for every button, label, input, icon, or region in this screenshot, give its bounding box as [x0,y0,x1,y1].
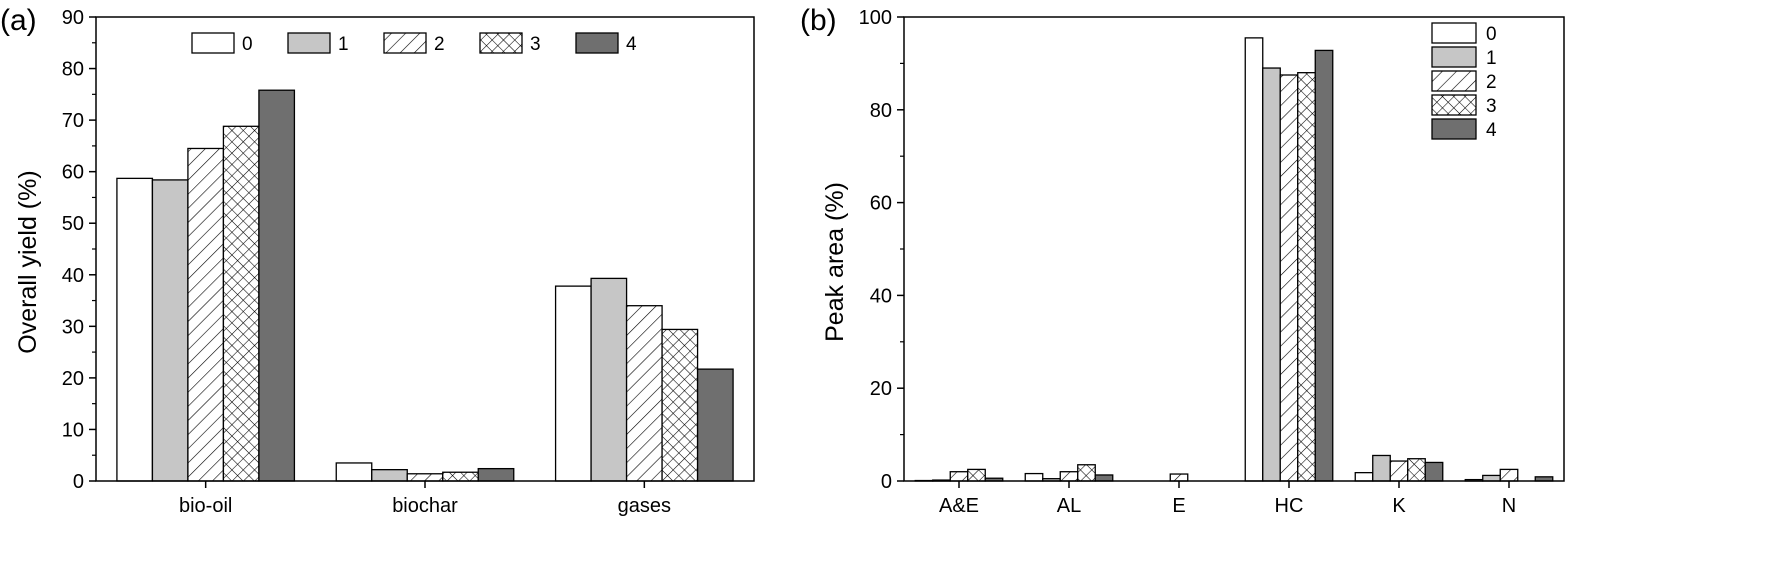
bar-bio-oil-series-4 [258,89,296,482]
legend-label-3: 3 [1486,96,1497,117]
bar-gases-series-0 [554,285,592,482]
bar-hc-series-1 [1262,67,1281,482]
y-tick-label: 40 [62,265,84,287]
y-tick-label: 20 [62,368,84,390]
y-tick-label: 10 [62,419,84,441]
y-tick-label: 70 [62,110,84,132]
bar-k-series-1 [1372,454,1391,482]
legend-label-4: 4 [626,34,637,55]
y-tick-label: 100 [859,7,892,29]
bar-a-e-series-2 [949,471,969,482]
bar-al-series-0 [1024,472,1044,482]
bar-hc-series-4 [1314,49,1334,482]
y-tick-label: 0 [73,471,84,493]
bar-bio-oil-series-1 [151,179,189,482]
chart-b-peak-area: (b) Peak area (%) 0 1 2 3 4 0 20 40 60 80 100 A&E… [800,4,1565,517]
legend-swatch-2 [383,32,427,54]
legend-label-0: 0 [1486,24,1497,45]
bar-n-series-1 [1482,474,1501,482]
y-tick-label: 20 [870,378,892,400]
bar-n-series-2 [1499,468,1519,482]
legend-label-4: 4 [1486,120,1497,141]
legend-swatch-3 [1431,94,1477,116]
legend-swatch-2 [1431,70,1477,92]
y-tick-label: 90 [62,7,84,29]
x-tick-label: bio-oil [179,495,232,517]
x-tick-label: E [1172,495,1185,517]
bar-hc-series-3 [1297,72,1316,482]
bar-gases-series-3 [661,328,699,482]
legend-label-0: 0 [242,34,253,55]
bar-a-e-series-3 [967,468,986,482]
y-axis-title-b: Peak area (%) [821,182,849,342]
x-axis-b: A&E AL E HC K N [939,481,1516,517]
x-tick-label: gases [618,495,671,517]
y-axis-b: 0 20 40 60 80 100 [859,7,904,493]
bar-bio-oil-series-0 [116,177,154,482]
legend-label-2: 2 [434,34,445,55]
y-tick-label: 50 [62,213,84,235]
bar-k-series-0 [1354,471,1374,482]
legend-swatch-4 [1431,118,1477,140]
y-tick-label: 40 [870,285,892,307]
x-axis-a: bio-oil biochar gases [179,481,671,517]
y-axis-title-a: Overall yield (%) [14,170,42,353]
bar-k-series-3 [1407,458,1426,482]
x-tick-label: biochar [392,495,458,517]
y-tick-label: 60 [870,193,892,215]
legend-swatch-1 [1431,46,1477,68]
y-axis-a: 0 10 20 30 40 50 60 70 80 90 [62,7,96,493]
bar-biochar-series-3 [442,471,479,482]
legend-label-1: 1 [1486,48,1497,69]
bar-biochar-series-2 [406,473,444,482]
bar-biochar-series-4 [477,467,515,482]
legend-label-2: 2 [1486,72,1497,93]
legend-swatch-0 [1431,22,1477,44]
bar-al-series-4 [1094,474,1114,482]
y-tick-label: 60 [62,162,84,184]
legend-swatch-3 [479,32,523,54]
y-tick-label: 80 [870,100,892,122]
legend-a: 0 1 2 3 4 [191,32,637,55]
bar-hc-series-0 [1244,37,1264,482]
bar-gases-series-1 [590,277,628,482]
legend-swatch-0 [191,32,235,54]
x-tick-label: N [1502,495,1516,517]
bars-b [914,37,1554,482]
bar-biochar-series-0 [335,462,373,482]
legend-label-1: 1 [338,34,349,55]
y-tick-label: 30 [62,316,84,338]
panel-label-b: (b) [800,4,837,37]
legend-swatch-1 [287,32,331,54]
bar-gases-series-2 [625,305,663,482]
y-tick-label: 80 [62,59,84,81]
x-tick-label: HC [1275,495,1304,517]
bar-al-series-2 [1059,471,1079,482]
panel-label-a: (a) [0,4,37,37]
x-tick-label: AL [1057,495,1081,517]
bars-a [116,89,734,482]
bar-hc-series-2 [1279,74,1299,482]
legend-b: 0 1 2 3 4 [1431,22,1497,141]
x-tick-label: K [1392,495,1406,517]
y-tick-label: 0 [881,471,892,493]
bar-k-series-4 [1424,461,1444,482]
bar-biochar-series-1 [371,469,408,482]
bar-bio-oil-series-2 [187,147,225,482]
legend-swatch-4 [575,32,619,54]
bar-bio-oil-series-3 [222,125,260,482]
bar-k-series-2 [1389,460,1409,482]
bar-e-series-2 [1169,473,1189,482]
legend-label-3: 3 [530,34,541,55]
bar-gases-series-4 [696,368,734,482]
chart-a-overall-yield: (a) Overall yield (%) 0 1 2 3 4 0 10 20 30 40 50 6… [0,4,755,517]
bar-al-series-3 [1077,464,1096,482]
x-tick-label: A&E [939,495,979,517]
